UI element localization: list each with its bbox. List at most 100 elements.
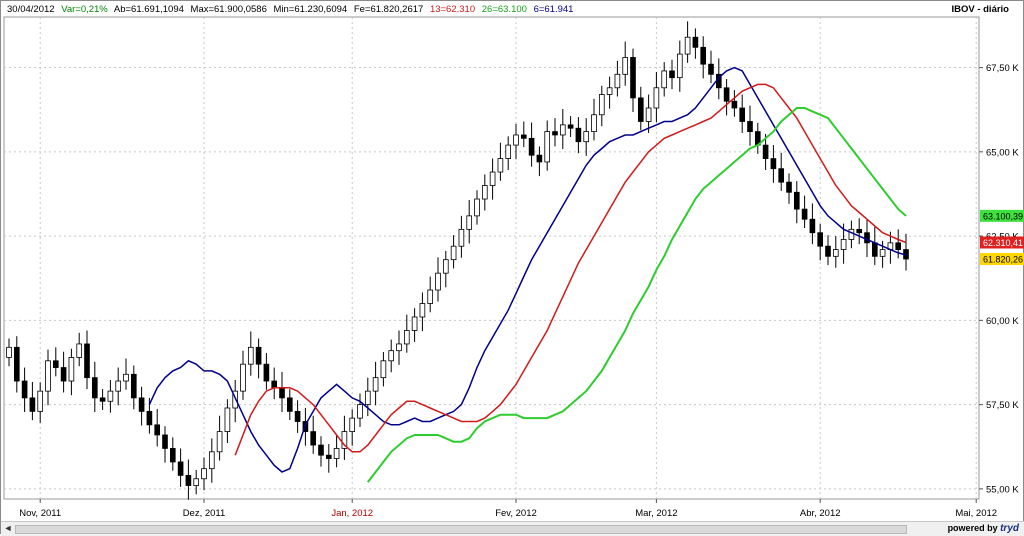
- candle-body: [856, 228, 863, 234]
- candle-body: [224, 407, 231, 432]
- x-tick-label: Dez, 2011: [183, 508, 226, 519]
- powered-by-logo: powered by tryd: [948, 522, 1019, 535]
- candle-body: [622, 57, 629, 75]
- header-ma13: 13=62.310: [429, 4, 476, 15]
- candle-body: [388, 350, 395, 362]
- header-close: Fe=61.820,2617: [353, 4, 424, 15]
- candle-body: [895, 242, 902, 250]
- candle-body: [419, 303, 426, 318]
- brand-logo: tryd: [1000, 523, 1019, 534]
- price-chart[interactable]: 55,00 K57,50 K60,00 K62,50 K65,00 K67,50…: [1, 1, 1024, 521]
- candle-body: [676, 53, 683, 79]
- candle-body: [567, 124, 574, 129]
- candle-body: [700, 46, 707, 65]
- last-value-badge: [980, 236, 1024, 249]
- candle-body: [435, 272, 441, 291]
- candle-body: [76, 343, 83, 358]
- candle-body: [364, 390, 371, 406]
- candle-body: [497, 158, 504, 173]
- candle-body: [6, 346, 12, 358]
- candle-body: [52, 360, 59, 368]
- candle-body: [13, 346, 20, 382]
- candle-body: [481, 185, 488, 200]
- candle-body: [357, 404, 363, 419]
- y-tick-label: 67,50 K: [986, 63, 1019, 74]
- candle-body: [169, 448, 176, 463]
- candle-body: [185, 475, 192, 486]
- candle-body: [528, 137, 535, 156]
- candle-body: [598, 94, 605, 116]
- header-ma26: 26=63.100: [481, 4, 527, 15]
- candle-body: [520, 134, 527, 139]
- x-tick-label: Mar, 2012: [635, 508, 677, 519]
- candle-body: [130, 373, 137, 399]
- candle-body: [505, 144, 512, 159]
- candle-body: [544, 131, 551, 163]
- candle-body: [325, 454, 332, 459]
- candle-body: [661, 70, 668, 89]
- candle-body: [591, 114, 597, 133]
- candle-body: [645, 107, 652, 122]
- candle-body: [91, 377, 98, 399]
- candle-body: [583, 131, 590, 143]
- x-tick-label: Mai, 2012: [955, 508, 997, 519]
- candle-body: [692, 36, 699, 48]
- candle-body: [848, 228, 855, 240]
- candle-body: [458, 228, 465, 247]
- candle-body: [871, 242, 878, 257]
- x-tick-label: Abr, 2012: [800, 508, 841, 519]
- candle-body: [255, 346, 262, 365]
- candle-body: [99, 397, 106, 402]
- candle-body: [310, 431, 317, 446]
- y-tick-label: 55,00 K: [986, 484, 1019, 495]
- candle-body: [723, 87, 730, 102]
- x-tick-label: Nov, 2011: [19, 508, 61, 519]
- header-date: 30/04/2012: [7, 4, 55, 15]
- candle-body: [138, 397, 145, 412]
- candle-body: [29, 397, 36, 412]
- candle-body: [552, 131, 558, 136]
- candle-body: [614, 73, 621, 89]
- last-value-badge-label: 62.310,41: [983, 238, 1023, 248]
- candle-body: [240, 363, 246, 392]
- candle-body: [286, 397, 293, 412]
- candle-body: [653, 87, 660, 109]
- candle-body: [747, 121, 753, 133]
- candle-body: [879, 249, 886, 257]
- y-tick-label: 57,50 K: [986, 400, 1019, 411]
- candle-body: [45, 360, 51, 392]
- plot-area: [3, 16, 980, 500]
- candle-body: [247, 346, 254, 365]
- scroll-track[interactable]: [15, 525, 907, 534]
- x-tick-label: Jan, 2012: [331, 508, 373, 519]
- candle-body: [770, 158, 777, 170]
- candle-body: [84, 343, 90, 379]
- candle-body: [380, 360, 387, 379]
- candle-body: [450, 245, 457, 261]
- candle-body: [840, 239, 847, 250]
- candle-body: [684, 36, 691, 55]
- header-ma6: 6=61.941: [533, 4, 574, 15]
- candle-body: [193, 478, 200, 486]
- candle-body: [637, 97, 644, 122]
- candle-body: [489, 171, 496, 186]
- candle-body: [739, 107, 746, 122]
- candle-body: [864, 232, 870, 244]
- scroll-left-arrow-icon[interactable]: ◄: [3, 523, 13, 533]
- header-open: Ab=61.691,1094: [113, 4, 184, 15]
- candle-body: [341, 431, 348, 449]
- symbol-label: IBOV - diário: [951, 4, 1009, 15]
- candle-body: [294, 410, 301, 422]
- candle-body: [793, 191, 800, 210]
- candle-body: [575, 127, 582, 143]
- candle-body: [809, 218, 816, 234]
- candle-body: [271, 380, 278, 389]
- moving-average-13-line: [234, 83, 907, 456]
- candle-body: [513, 134, 519, 146]
- candle-body: [825, 245, 831, 257]
- header-min: Min=61.230,6094: [273, 4, 348, 15]
- candle-body: [708, 63, 714, 75]
- candle-body: [474, 198, 480, 217]
- candle-body: [559, 124, 566, 136]
- candle-body: [21, 380, 28, 399]
